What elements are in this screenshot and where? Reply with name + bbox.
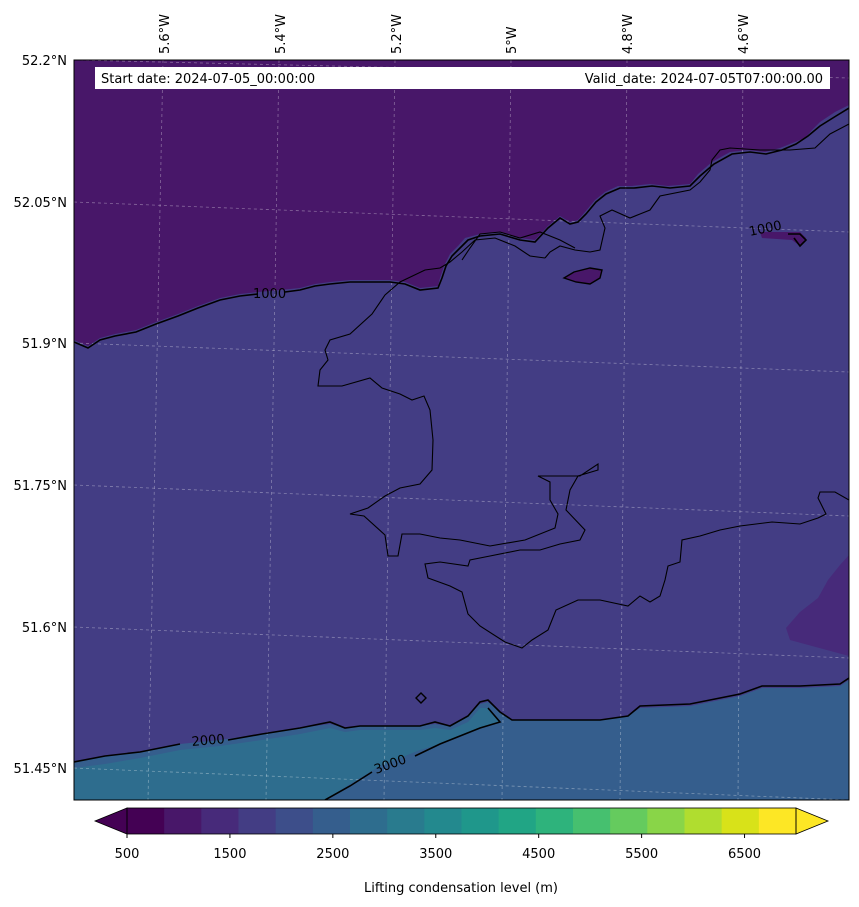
valid-date-text: Valid_date: 2024-07-05T07:00:00.00 — [585, 72, 823, 87]
lon-label-5-4W: 5.4°W — [274, 14, 289, 54]
colorbar-tick-label: 1500 — [213, 847, 246, 862]
field-ne-patch — [760, 232, 806, 246]
date-info-box — [95, 67, 830, 89]
lon-label-5-6W: 5.6°W — [158, 14, 173, 54]
colorbar-segment — [610, 808, 648, 834]
colorbar-segment — [573, 808, 611, 834]
colorbar-tick-label: 500 — [115, 847, 140, 862]
colorbar-tick-label: 5500 — [625, 847, 658, 862]
colorbar-tick-label: 2500 — [316, 847, 349, 862]
contour-2000-small — [415, 692, 427, 704]
colorbar-segment — [647, 808, 685, 834]
contour-3000 — [324, 707, 502, 800]
colorbar-segment — [201, 808, 239, 834]
contour-2000 — [74, 677, 849, 763]
colorbar-segment — [275, 808, 314, 834]
colorbar-segment — [164, 808, 202, 834]
lon-label-4-6W: 4.6°W — [737, 14, 752, 54]
colorbar-segment — [721, 808, 760, 834]
colorbar-segment — [498, 808, 537, 834]
lat-label-52-05N: 52.05°N — [14, 196, 67, 211]
field-band-500-1000-north — [74, 60, 849, 346]
field-lake-patch — [564, 268, 602, 284]
colorbar-segment — [350, 808, 388, 834]
colorbar-tick-label: 3500 — [419, 847, 452, 862]
contour-label-2000: 2000 — [191, 732, 225, 750]
colorbar-segment — [535, 808, 574, 834]
map-border — [73, 59, 850, 801]
field-band-2500-3000 — [74, 708, 500, 800]
start-date-text: Start date: 2024-07-05_00:00:00 — [101, 72, 315, 87]
lat-label-51-45N: 51.45°N — [14, 762, 67, 777]
contour-1000-ne — [788, 233, 808, 248]
colorbar: 500 1500 2500 3500 4500 5500 6500 — [93, 807, 830, 862]
colorbar-segment — [127, 808, 165, 834]
field-east-patch — [786, 555, 849, 656]
contour-1000-lake — [562, 267, 603, 285]
colorbar-segment — [684, 808, 723, 834]
colorbar-segment — [312, 808, 351, 834]
map-plot-area: 1000 1000 2000 3000 — [74, 60, 849, 800]
contour-label-1000-west: 1000 — [253, 287, 286, 302]
colorbar-segment — [758, 808, 797, 834]
coastline — [317, 123, 849, 649]
colorbar-segment — [424, 808, 462, 834]
colorbar-label: Lifting condensation level (m) — [364, 881, 558, 896]
colorbar-tick-label: 6500 — [728, 847, 761, 862]
colorbar-border — [126, 807, 797, 835]
lon-label-5-2W: 5.2°W — [390, 14, 405, 54]
colorbar-segment — [238, 808, 277, 834]
colorbar-extend-max — [795, 807, 830, 835]
lat-label-52-2N: 52.2°N — [22, 54, 67, 69]
contour-1000 — [74, 107, 849, 349]
colorbar-extend-min — [93, 807, 128, 835]
contour-label-1000-east: 1000 — [748, 218, 783, 240]
colorbar-tick-label: 4500 — [522, 847, 555, 862]
lon-label-4-8W: 4.8°W — [621, 14, 636, 54]
colorbar-segment — [387, 808, 425, 834]
colorbar-segment — [461, 808, 500, 834]
lon-label-5W: 5°W — [505, 26, 520, 54]
lat-label-51-6N: 51.6°N — [22, 621, 67, 636]
lat-label-51-9N: 51.9°N — [22, 337, 67, 352]
lat-label-51-75N: 51.75°N — [14, 479, 67, 494]
